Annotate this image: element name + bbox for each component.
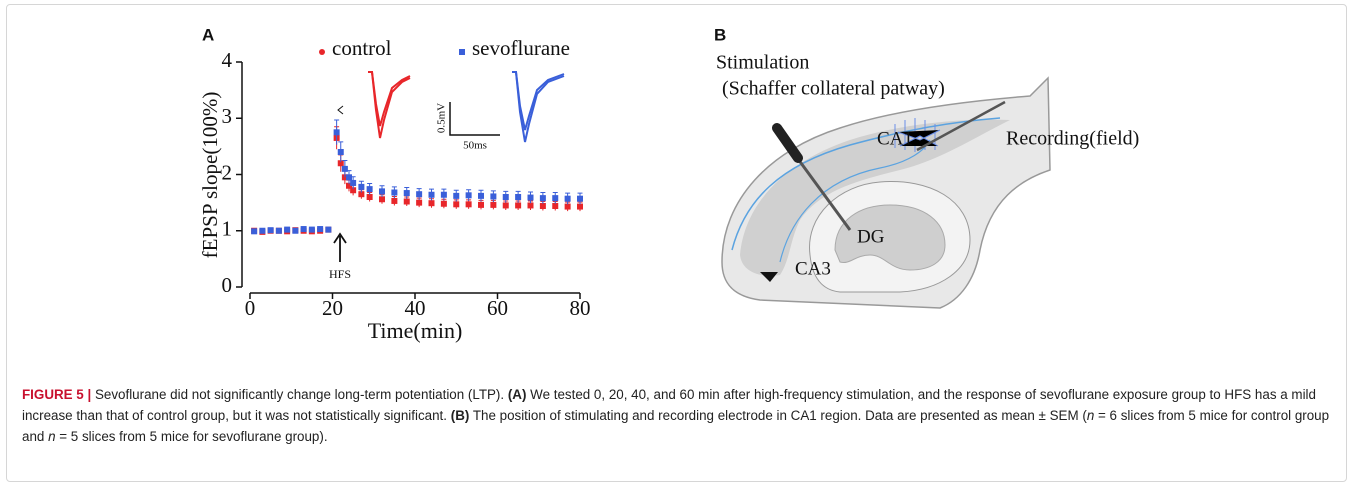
legend-swatch — [459, 49, 465, 55]
legend-label: control — [332, 36, 392, 60]
data-point — [453, 201, 459, 207]
data-point — [367, 194, 373, 200]
data-point — [301, 226, 307, 232]
data-point — [404, 199, 410, 205]
panel-label: B — [714, 25, 726, 44]
data-point — [276, 228, 282, 234]
data-point — [379, 196, 385, 202]
data-point — [325, 227, 331, 233]
data-point — [466, 192, 472, 198]
inset-traces — [368, 72, 564, 142]
y-tick-label: 0 — [222, 273, 233, 297]
recording-label: Recording(field) — [1006, 128, 1139, 150]
data-point — [309, 227, 315, 233]
data-point — [259, 228, 265, 234]
scale-time: 50ms — [463, 140, 487, 152]
data-point — [346, 174, 352, 180]
y-tick-label: 3 — [222, 104, 233, 128]
data-point — [441, 201, 447, 207]
caption-n: n — [48, 429, 55, 444]
ca1-label: CA1 — [877, 128, 913, 149]
data-point — [503, 202, 509, 208]
x-tick-label: 40 — [405, 296, 426, 320]
y-axis-label: fEPSP slope(100%) — [198, 92, 222, 259]
data-point — [334, 129, 340, 135]
data-point — [416, 200, 422, 206]
hfs-label: HFS — [329, 267, 351, 281]
caption-text: = 5 slices from 5 mice for sevoflurane g… — [59, 429, 327, 444]
caption-panel-ref: (B) — [451, 408, 470, 423]
stimulation-label: Stimulation — [716, 52, 809, 74]
hfs-arrow — [334, 234, 346, 262]
data-point — [540, 195, 546, 201]
data-point — [490, 202, 496, 208]
data-point — [528, 202, 534, 208]
panel-label: A — [202, 25, 214, 44]
y-tick-label: 4 — [222, 48, 233, 72]
hippocampus — [722, 78, 1050, 308]
data-point — [453, 193, 459, 199]
data-point — [338, 149, 344, 155]
data-point — [404, 190, 410, 196]
data-point — [490, 193, 496, 199]
data-point — [391, 190, 397, 196]
data-point — [565, 196, 571, 202]
data-point — [441, 192, 447, 198]
data-point — [577, 204, 583, 210]
data-point — [552, 195, 558, 201]
data-point — [350, 180, 356, 186]
figure: A fEPSP slope(100%) Time(min) 0.5mV 50ms… — [0, 0, 1355, 375]
data-point — [515, 194, 521, 200]
scale-voltage: 0.5mV — [436, 103, 448, 133]
caption-panel-ref: (A) — [508, 387, 527, 402]
data-point — [284, 227, 290, 233]
data-point — [367, 186, 373, 192]
data-point — [478, 193, 484, 199]
data-point — [429, 192, 435, 198]
x-tick-label: 80 — [570, 296, 591, 320]
data-point — [358, 184, 364, 190]
y-tick-label: 2 — [222, 160, 233, 184]
data-point — [478, 202, 484, 208]
marker — [338, 106, 343, 114]
ca3-label: CA3 — [795, 258, 831, 279]
data-point — [515, 202, 521, 208]
data-point — [503, 194, 509, 200]
x-tick-label: 60 — [487, 296, 508, 320]
data-point — [268, 227, 274, 233]
legend-label: sevoflurane — [472, 36, 570, 60]
x-tick-label: 0 — [245, 296, 256, 320]
caption-n: n — [1087, 408, 1094, 423]
data-point — [317, 226, 323, 232]
caption: FIGURE 5 | Sevoflurane did not significa… — [22, 384, 1332, 447]
data-point — [416, 191, 422, 197]
data-point — [379, 188, 385, 194]
caption-text: The position of stimulating and recordin… — [473, 408, 1087, 423]
data-point — [565, 204, 571, 210]
data-point — [466, 201, 472, 207]
data-point — [292, 228, 298, 234]
dg-label: DG — [857, 226, 885, 247]
x-axis-label: Time(min) — [368, 318, 463, 343]
y-tick-label: 1 — [222, 217, 233, 241]
data-point — [540, 203, 546, 209]
caption-label: FIGURE 5 | — [22, 387, 91, 402]
data-point — [429, 200, 435, 206]
x-tick-label: 20 — [322, 296, 343, 320]
data-point — [528, 195, 534, 201]
pathway-label: (Schaffer collateral patway) — [722, 78, 945, 100]
data-point — [251, 228, 257, 234]
caption-text: Sevoflurane did not significantly change… — [95, 387, 504, 402]
data-point — [577, 196, 583, 202]
data-point — [391, 198, 397, 204]
scale-bar — [450, 102, 500, 135]
data-point — [552, 203, 558, 209]
legend-swatch — [319, 49, 325, 55]
